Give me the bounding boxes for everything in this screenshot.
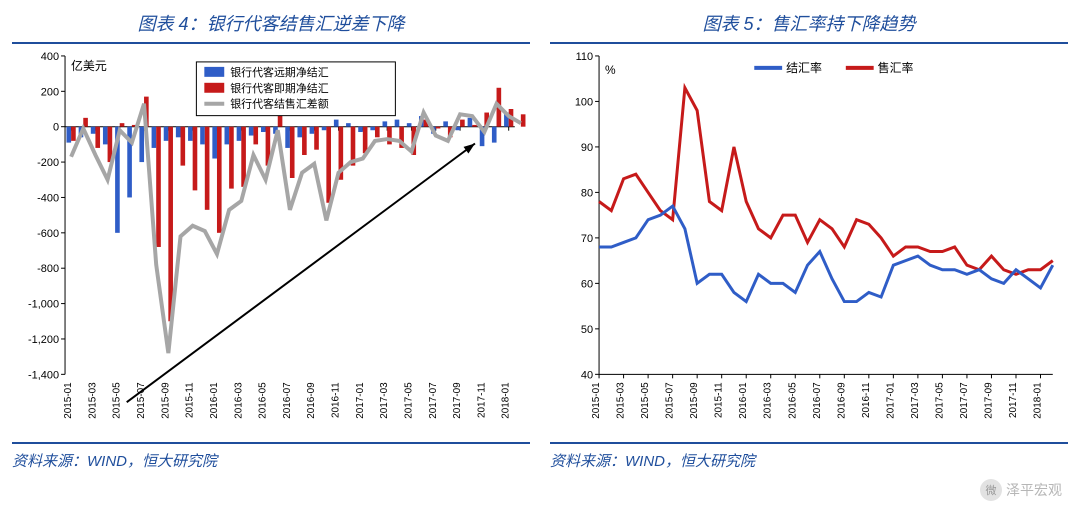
- svg-text:2017-11: 2017-11: [1008, 382, 1019, 418]
- svg-text:-600: -600: [37, 228, 59, 240]
- svg-text:2017-09: 2017-09: [983, 382, 994, 419]
- svg-text:2015-05: 2015-05: [112, 382, 123, 419]
- svg-text:%: %: [605, 63, 616, 77]
- svg-text:2016-11: 2016-11: [861, 382, 872, 418]
- svg-text:2016-11: 2016-11: [331, 382, 342, 418]
- svg-text:2015-01: 2015-01: [63, 382, 74, 419]
- svg-text:400: 400: [41, 51, 59, 63]
- svg-text:2015-03: 2015-03: [87, 382, 98, 419]
- watermark-text: 泽平宏观: [1006, 480, 1062, 500]
- svg-text:-800: -800: [37, 263, 59, 275]
- svg-text:100: 100: [575, 96, 593, 108]
- chart4-source: 资料来源：WIND，恒大研究院: [12, 444, 530, 471]
- chart4: -1,400 -1,200 -1,000 -800 -600 -400 -200 0 200 40…: [12, 44, 530, 444]
- svg-text:-1,000: -1,000: [28, 299, 59, 311]
- svg-text:0: 0: [53, 122, 59, 134]
- svg-text:2017-11: 2017-11: [476, 382, 487, 418]
- svg-text:2017-01: 2017-01: [885, 382, 896, 419]
- svg-text:银行代客结售汇差额: 银行代客结售汇差额: [230, 97, 328, 111]
- svg-text:2017-03: 2017-03: [379, 382, 390, 419]
- svg-text:2016-07: 2016-07: [282, 382, 293, 419]
- svg-text:2017-07: 2017-07: [959, 382, 970, 419]
- svg-text:2016-09: 2016-09: [306, 382, 317, 419]
- watermark: 微 泽平宏观: [980, 479, 1062, 501]
- svg-text:结汇率: 结汇率: [786, 60, 822, 75]
- svg-text:80: 80: [581, 187, 593, 199]
- svg-text:2018-01: 2018-01: [501, 382, 512, 419]
- svg-text:银行代客远期净结汇: 银行代客远期净结汇: [230, 65, 328, 79]
- svg-text:70: 70: [581, 233, 593, 245]
- svg-text:40: 40: [581, 369, 593, 381]
- svg-text:2016-01: 2016-01: [209, 382, 220, 419]
- svg-text:2016-03: 2016-03: [763, 382, 774, 419]
- svg-text:亿美元: 亿美元: [71, 58, 107, 73]
- svg-text:2015-09: 2015-09: [689, 382, 700, 419]
- svg-text:110: 110: [576, 51, 593, 63]
- svg-text:2017-05: 2017-05: [934, 382, 945, 419]
- svg-text:2015-03: 2015-03: [616, 382, 627, 419]
- svg-text:2017-09: 2017-09: [452, 382, 463, 419]
- svg-text:-400: -400: [37, 192, 59, 204]
- svg-text:2016-05: 2016-05: [258, 382, 269, 419]
- svg-text:2016-09: 2016-09: [836, 382, 847, 419]
- chart5-source: 资料来源：WIND，恒大研究院: [550, 444, 1068, 471]
- svg-text:90: 90: [581, 142, 593, 154]
- svg-text:2016-01: 2016-01: [738, 382, 749, 419]
- svg-text:2017-01: 2017-01: [355, 382, 366, 419]
- svg-text:2016-03: 2016-03: [233, 382, 244, 419]
- svg-text:2015-05: 2015-05: [640, 382, 651, 419]
- svg-text:2016-05: 2016-05: [787, 382, 798, 419]
- svg-text:2017-07: 2017-07: [428, 382, 439, 419]
- svg-text:200: 200: [41, 86, 59, 98]
- svg-text:2015-11: 2015-11: [714, 382, 725, 418]
- svg-text:2017-03: 2017-03: [910, 382, 921, 419]
- chart4-title: 图表 4：银行代客结售汇逆差下降: [12, 8, 530, 44]
- svg-text:-1,200: -1,200: [28, 334, 59, 346]
- svg-text:2016-07: 2016-07: [812, 382, 823, 419]
- svg-text:-200: -200: [37, 157, 59, 169]
- svg-text:2015-09: 2015-09: [160, 382, 171, 419]
- wechat-icon: 微: [980, 479, 1002, 501]
- svg-text:60: 60: [581, 278, 593, 290]
- svg-text:银行代客即期净结汇: 银行代客即期净结汇: [230, 81, 328, 95]
- svg-text:2015-11: 2015-11: [185, 382, 196, 418]
- svg-text:2015-01: 2015-01: [591, 382, 602, 419]
- svg-text:2018-01: 2018-01: [1033, 382, 1044, 419]
- chart5: 40 50 60 70 80 90 100 110 2015-01 2015-03 2015-05 2…: [550, 44, 1068, 444]
- svg-text:2017-05: 2017-05: [403, 382, 414, 419]
- svg-text:50: 50: [581, 324, 593, 336]
- svg-text:2015-07: 2015-07: [665, 382, 676, 419]
- chart5-title: 图表 5：售汇率持下降趋势: [550, 8, 1068, 44]
- svg-text:售汇率: 售汇率: [878, 60, 914, 75]
- svg-text:-1,400: -1,400: [28, 369, 59, 381]
